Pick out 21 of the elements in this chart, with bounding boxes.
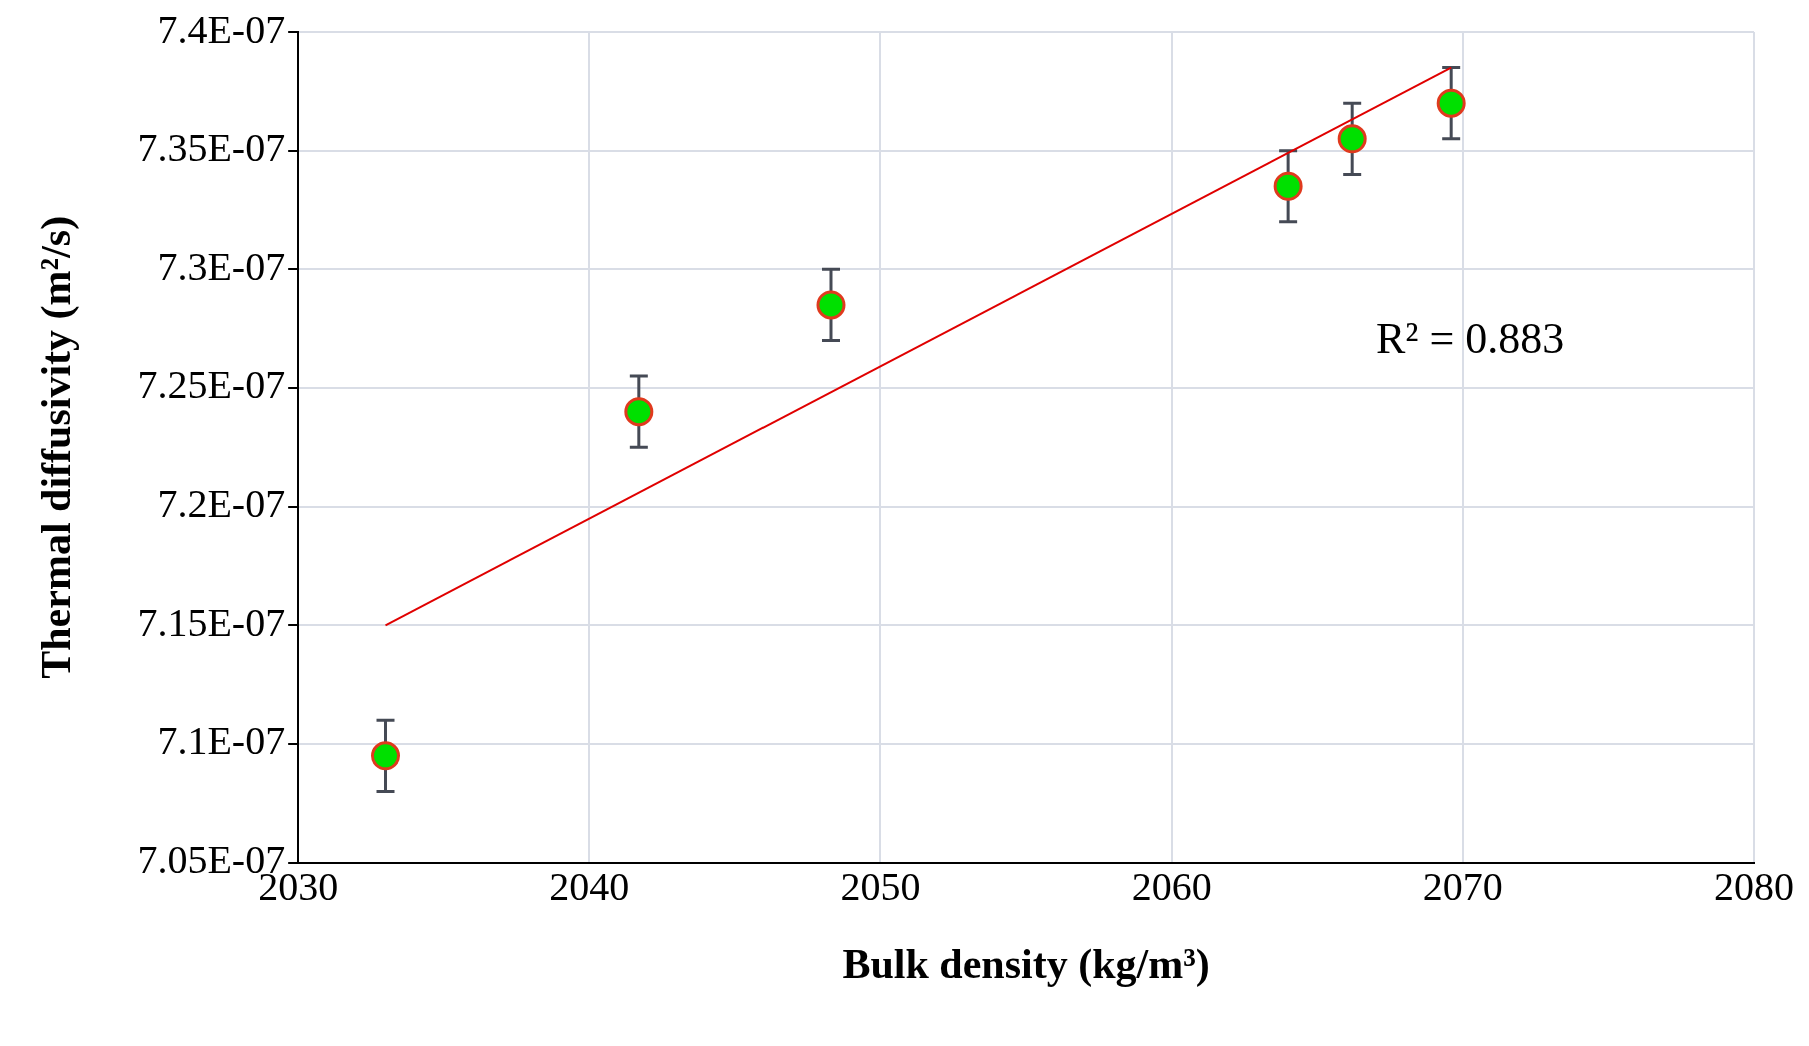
y-tick-label: 7.35E-07 xyxy=(137,125,286,171)
x-axis-title: Bulk density (kg/m³) xyxy=(842,940,1210,988)
y-tick-label: 7.4E-07 xyxy=(157,6,286,52)
x-tick-label: 2050 xyxy=(840,864,921,910)
x-tick-label: 2060 xyxy=(1131,864,1212,910)
x-tick-label: 2070 xyxy=(1422,864,1503,910)
point xyxy=(816,290,846,320)
y-tick-label: 7.2E-07 xyxy=(157,481,286,527)
point xyxy=(624,397,654,427)
y-tick-label: 7.3E-07 xyxy=(157,243,286,289)
y-tick-label: 7.15E-07 xyxy=(137,599,286,645)
y-tick-label: 7.25E-07 xyxy=(137,362,286,408)
y-axis-title: Thermal diffusivity (m²/s) xyxy=(33,215,81,679)
point xyxy=(1273,171,1303,201)
point xyxy=(1337,124,1367,154)
x-tick-label: 2080 xyxy=(1714,864,1794,910)
y-tick-label: 7.1E-07 xyxy=(157,718,286,764)
point xyxy=(1436,88,1466,118)
point xyxy=(371,741,401,771)
x-tick-label: 2040 xyxy=(549,864,630,910)
annotation: R² = 0.883 xyxy=(1375,314,1565,364)
